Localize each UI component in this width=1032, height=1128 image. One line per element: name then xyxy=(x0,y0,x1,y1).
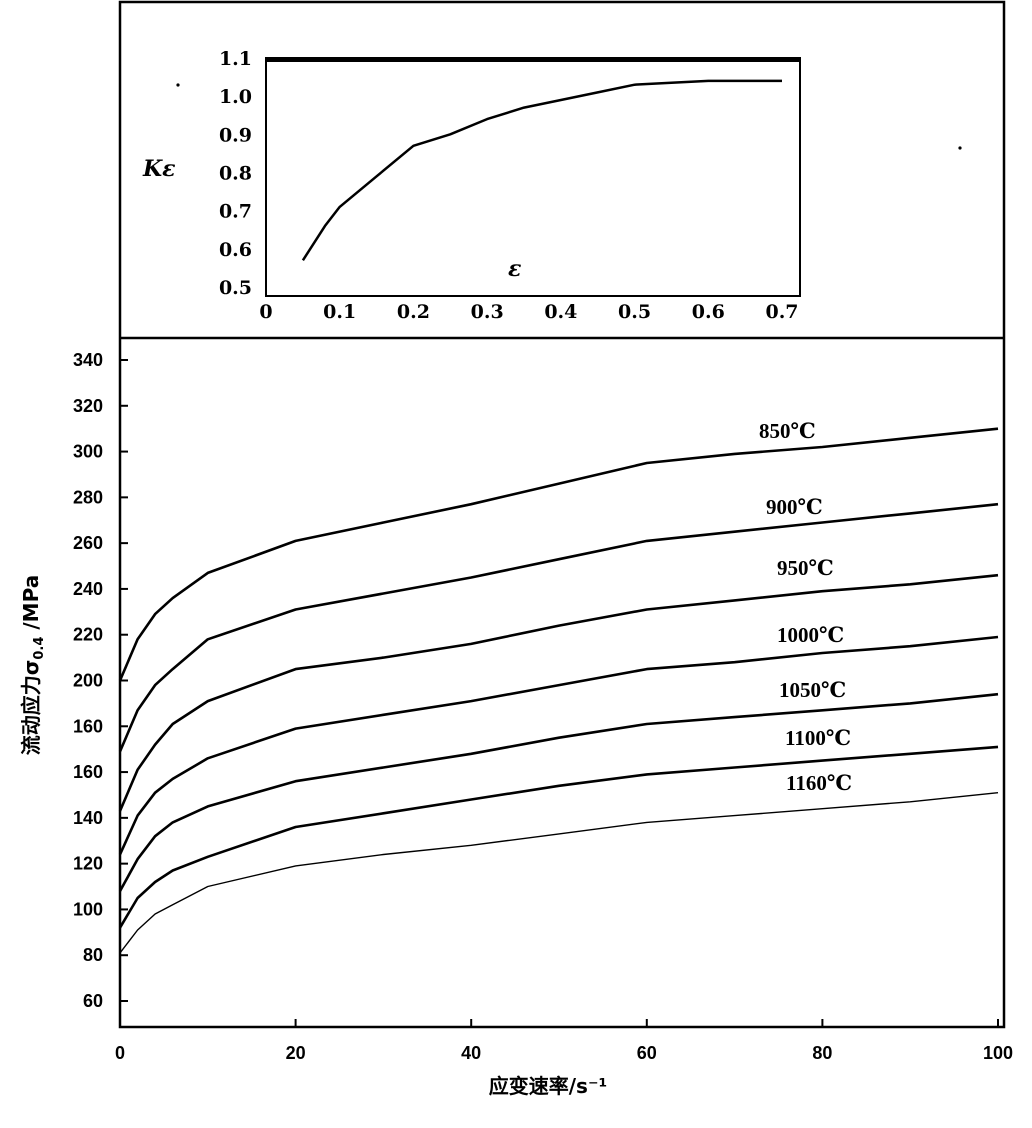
main-plot: 0 20 40 60 80 100 60 80 100 120 140 160 160 200 220 24… xyxy=(19,350,1013,1098)
inset-y-tick-label: 0.6 xyxy=(219,239,252,261)
main-y-tick-label: 260 xyxy=(73,533,103,553)
flow-stress-curve xyxy=(118,635,999,856)
inset-k-epsilon-line xyxy=(301,79,782,261)
curve-temperature-label: 900℃ xyxy=(766,495,823,519)
scan-speck xyxy=(958,146,962,150)
main-y-tick-label: 160 xyxy=(73,716,103,736)
main-x-ticks: 0 20 40 60 80 100 xyxy=(115,1019,1013,1063)
inset-y-tick-label: 1.0 xyxy=(219,86,252,108)
inset-x-tick-label: 0.3 xyxy=(471,301,504,323)
main-y-tick-label: 340 xyxy=(73,350,103,370)
inset-y-tick-label: 1.1 xyxy=(219,48,252,70)
curve-temperature-label: 1000℃ xyxy=(777,623,844,647)
flow-stress-curve xyxy=(118,502,999,753)
main-y-tick-label: 280 xyxy=(73,487,103,507)
flow-stress-curve xyxy=(118,573,999,812)
main-x-tick-label: 80 xyxy=(812,1043,832,1063)
flow-stress-curve xyxy=(118,692,999,892)
curve-temperature-label: 1100℃ xyxy=(785,726,851,750)
curve-temperature-label: 850℃ xyxy=(759,419,816,443)
main-x-axis-title: 应变速率/s⁻¹ xyxy=(489,1074,608,1098)
main-y-tick-label: 200 xyxy=(73,670,103,690)
inset-x-tick-label: 0.6 xyxy=(692,301,725,323)
inset-x-tick-label: 0.1 xyxy=(323,301,356,323)
inset-x-tick-label: 0 xyxy=(259,301,272,323)
inset-x-tick-label: 0.7 xyxy=(765,301,798,323)
inset-lines xyxy=(301,79,782,261)
inset-plot-frame xyxy=(265,57,801,297)
main-x-tick-label: 0 xyxy=(115,1043,125,1063)
inset-x-ticks: 0 0.1 0.2 0.3 0.4 0.5 0.6 0.7 xyxy=(259,301,798,323)
main-y-tick-label: 60 xyxy=(83,991,103,1011)
main-y-tick-label: 300 xyxy=(73,442,103,462)
inset-y-tick-label: 0.7 xyxy=(219,201,252,223)
inset-y-tick-label: 0.8 xyxy=(219,163,252,185)
inset-y-ticks: 0.5 0.6 0.7 0.8 0.9 1.0 1.1 xyxy=(219,48,252,299)
main-y-tick-label: 100 xyxy=(73,899,103,919)
curve-temperature-label: 950℃ xyxy=(777,556,834,580)
flow-stress-curve xyxy=(119,792,999,954)
inset-plot: 0 0.1 0.2 0.3 0.4 0.5 0.6 0.7 0.5 0.6 0.7 0.8 0.9 1.… xyxy=(142,48,801,323)
inset-y-tick-label: 0.5 xyxy=(219,277,252,299)
curve-temperature-label: 1050℃ xyxy=(779,678,846,702)
main-y-tick-label: 120 xyxy=(73,854,103,874)
main-x-tick-label: 40 xyxy=(461,1043,481,1063)
main-y-tick-label: 80 xyxy=(83,945,103,965)
main-lines xyxy=(118,427,999,954)
main-y-axis-title-main: 流动应力σ xyxy=(19,660,43,756)
main-y-tick-label: 140 xyxy=(73,808,103,828)
main-curve-labels: 850℃ 900℃ 950℃ 1000℃ 1050℃ 1100℃ 1160℃ xyxy=(759,419,852,795)
main-y-tick-label: 320 xyxy=(73,396,103,416)
main-y-tick-label: 240 xyxy=(73,579,103,599)
scan-speck xyxy=(176,83,180,87)
main-y-ticks: 60 80 100 120 140 160 160 200 220 240 260 280 300 320… xyxy=(73,350,128,1011)
inset-x-tick-label: 0.5 xyxy=(618,301,651,323)
flow-stress-curve xyxy=(118,427,999,682)
main-x-tick-label: 20 xyxy=(286,1043,306,1063)
main-y-axis-title-unit: /MPa xyxy=(19,575,43,637)
figure-frame xyxy=(118,0,1006,1029)
inset-x-axis-label: ε xyxy=(508,256,521,282)
main-x-tick-label: 60 xyxy=(637,1043,657,1063)
inset-x-tick-label: 0.2 xyxy=(397,301,430,323)
inset-y-tick-label: 0.9 xyxy=(219,124,252,146)
main-y-axis-title: 流动应力σ0.4 /MPa xyxy=(19,575,47,755)
main-x-tick-label: 100 xyxy=(983,1043,1013,1063)
main-y-tick-label: 220 xyxy=(73,625,103,645)
main-y-tick-label: 160 xyxy=(73,762,103,782)
inset-x-tick-label: 0.4 xyxy=(544,301,577,323)
curve-temperature-label: 1160℃ xyxy=(786,771,852,795)
main-y-axis-title-sub: 0.4 xyxy=(32,637,47,660)
flow-stress-curve xyxy=(118,745,999,929)
inset-y-axis-label: Kε xyxy=(142,156,176,182)
